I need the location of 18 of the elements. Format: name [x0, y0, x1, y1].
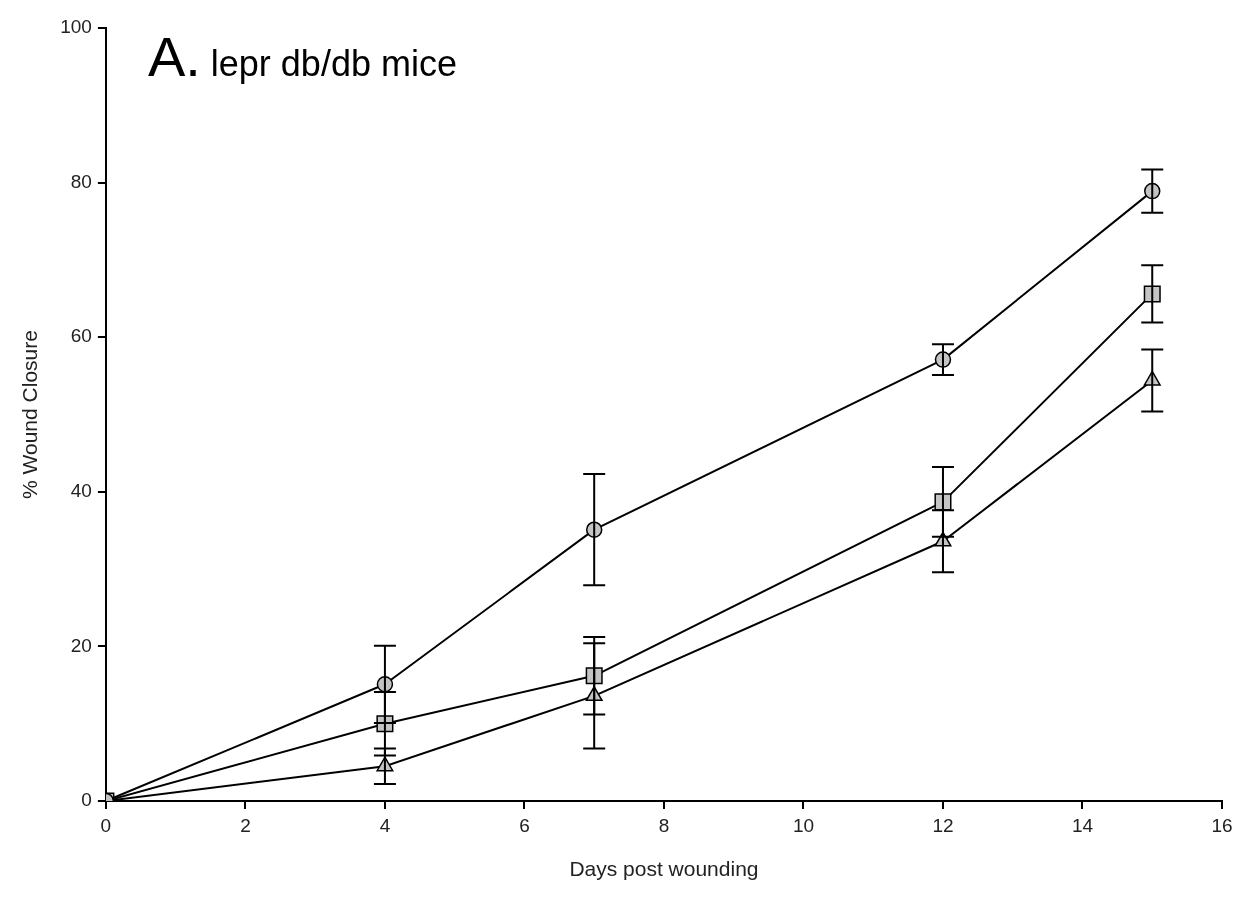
y-tick-label: 80: [70, 170, 92, 192]
x-tick-label: 14: [1071, 814, 1094, 836]
x-tick-label: 12: [932, 814, 954, 836]
x-tick-label: 8: [658, 814, 670, 836]
x-tick-label: 4: [379, 814, 391, 836]
chart-title: A. lepr db/db mice: [147, 25, 457, 88]
y-tick-label: 100: [60, 16, 92, 38]
x-tick-label: 6: [519, 814, 530, 836]
x-tick-label: 10: [792, 814, 815, 836]
y-axis-title: % Wound Closure: [18, 330, 42, 499]
x-tick-label: 16: [1211, 814, 1233, 836]
x-tick-label: 0: [100, 814, 112, 836]
x-tick-label: 2: [240, 814, 251, 836]
y-tick-label: 20: [70, 634, 92, 656]
x-axis-title: Days post wounding: [569, 857, 759, 881]
y-tick-label: 60: [70, 325, 92, 347]
y-tick-label: 0: [81, 789, 92, 811]
y-tick-label: 40: [70, 480, 92, 502]
